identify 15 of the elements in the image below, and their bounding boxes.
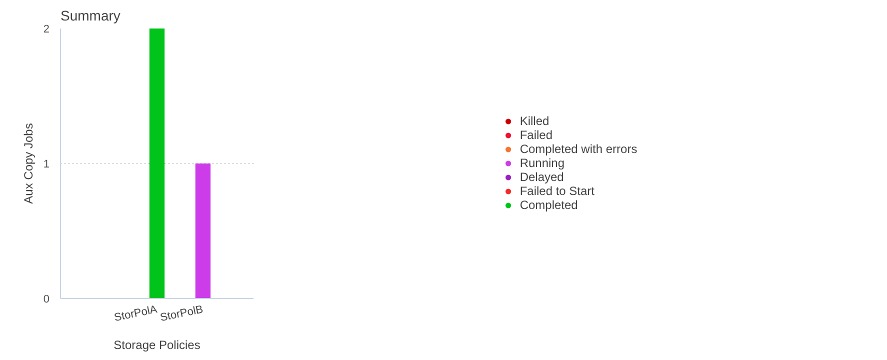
legend-label: Killed (520, 114, 550, 128)
chart-title: Summary (60, 8, 120, 24)
legend-label: Completed (520, 198, 578, 212)
x-tick-label: StorPolA (113, 303, 159, 324)
legend-label: Running (520, 156, 565, 170)
legend-label: Completed with errors (520, 142, 638, 156)
y-axis-title: Aux Copy Jobs (21, 123, 36, 204)
x-axis-title: Storage Policies (114, 338, 200, 352)
y-tick-label: 1 (43, 158, 50, 170)
x-tick-label: StorPolB (159, 304, 204, 324)
legend-label: Delayed (520, 170, 564, 184)
y-tick-label: 2 (43, 24, 50, 36)
legend-label: Failed (520, 128, 552, 142)
y-tick-label: 0 (43, 294, 50, 306)
legend-label: Failed to Start (520, 184, 595, 198)
